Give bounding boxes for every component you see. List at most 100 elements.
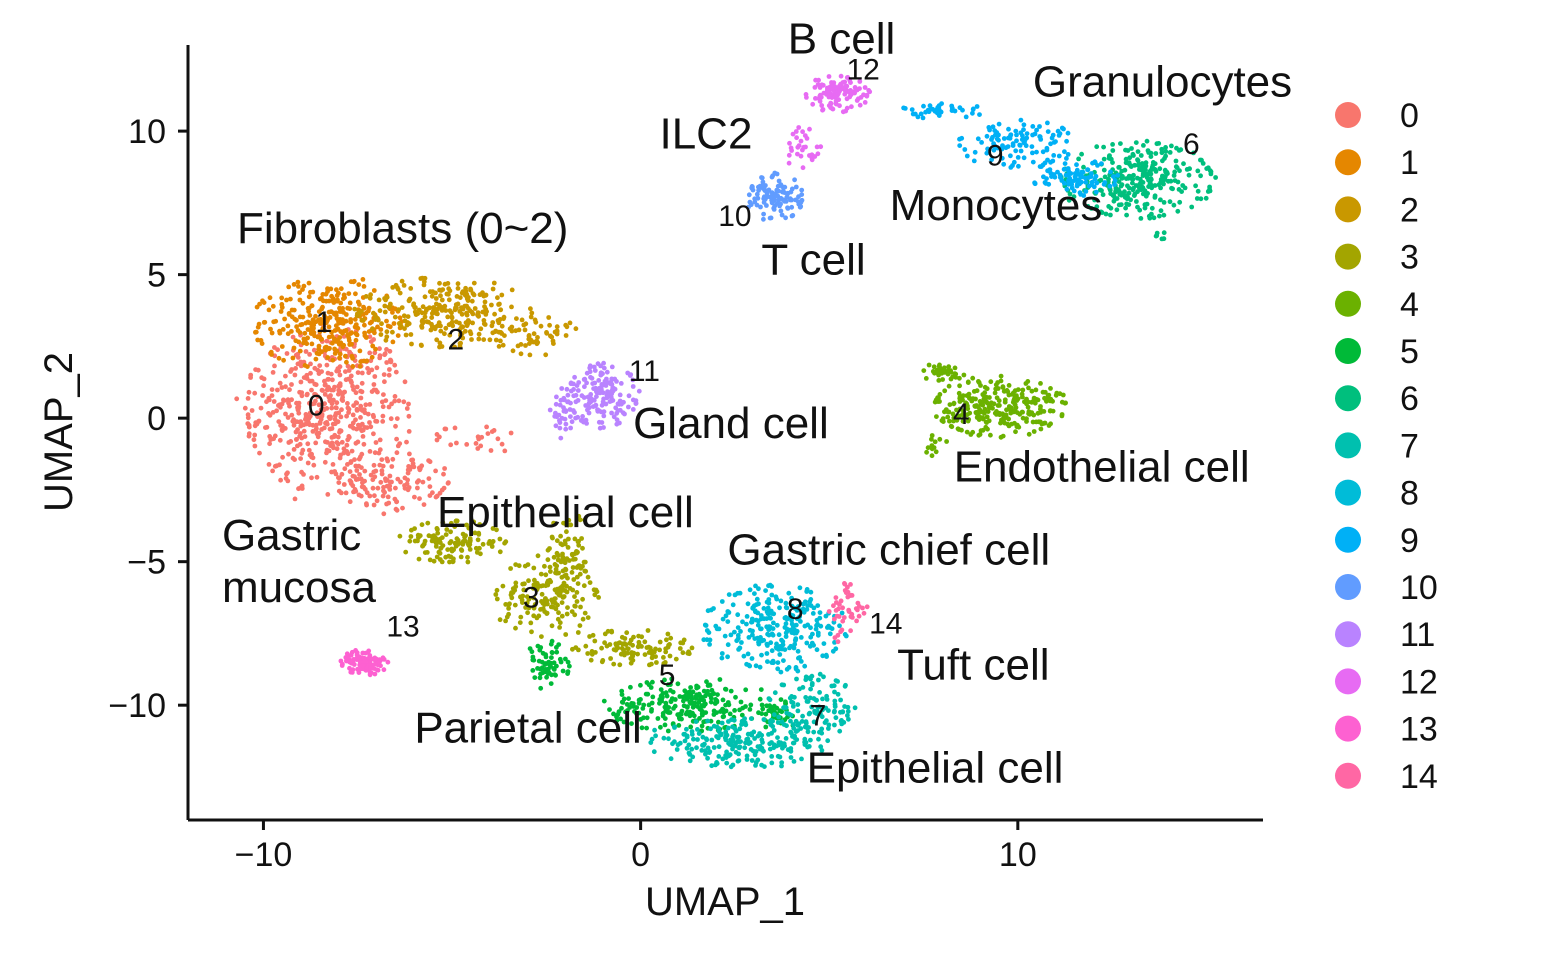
point	[864, 604, 870, 610]
point	[468, 538, 473, 543]
point	[817, 610, 823, 615]
point	[437, 287, 442, 293]
point	[569, 419, 575, 425]
point	[385, 494, 391, 500]
point	[266, 307, 272, 313]
point	[608, 380, 614, 386]
point	[483, 292, 489, 298]
point	[481, 337, 487, 342]
point	[1203, 195, 1209, 201]
point	[343, 328, 349, 333]
point	[494, 587, 500, 593]
point	[983, 424, 989, 430]
point	[398, 479, 403, 485]
point	[572, 410, 577, 415]
point	[497, 549, 503, 555]
point	[469, 337, 474, 342]
point	[1069, 182, 1075, 187]
point	[1137, 182, 1142, 188]
point	[669, 676, 675, 682]
point	[987, 127, 992, 133]
point	[586, 405, 592, 411]
point	[255, 337, 261, 343]
point	[357, 364, 363, 369]
point	[558, 397, 564, 403]
point	[666, 736, 671, 742]
point	[597, 386, 602, 391]
point	[413, 305, 418, 310]
point	[364, 665, 370, 671]
point	[404, 481, 410, 487]
point	[688, 724, 694, 730]
point	[984, 150, 990, 156]
point	[814, 623, 819, 628]
point	[735, 633, 741, 638]
point	[771, 191, 777, 197]
point	[1032, 180, 1037, 186]
legend-label: 1	[1400, 144, 1419, 182]
point	[652, 727, 657, 733]
point	[367, 350, 373, 356]
point	[360, 663, 365, 669]
point	[482, 299, 488, 305]
point	[480, 541, 486, 547]
point	[1006, 126, 1011, 132]
point	[940, 377, 945, 382]
point	[628, 684, 633, 690]
point	[305, 460, 311, 466]
cluster-number-label: 0	[308, 389, 325, 422]
point	[837, 103, 842, 109]
point	[347, 665, 352, 671]
cell-type-label: B cell	[788, 15, 896, 64]
point	[965, 406, 971, 412]
point	[420, 275, 425, 281]
point	[786, 152, 792, 158]
point	[809, 704, 815, 710]
point	[981, 396, 987, 402]
point	[325, 355, 331, 360]
point	[504, 614, 510, 620]
point	[306, 280, 312, 286]
point	[386, 372, 392, 378]
point	[567, 320, 573, 326]
point	[550, 604, 556, 610]
point	[583, 643, 589, 649]
point	[571, 577, 577, 582]
point	[372, 657, 378, 662]
point	[626, 393, 632, 399]
point	[619, 705, 624, 711]
point	[1195, 188, 1201, 194]
point	[284, 297, 289, 303]
point	[957, 143, 963, 149]
point	[391, 321, 397, 326]
point	[1179, 189, 1184, 195]
legend-swatch	[1335, 385, 1361, 412]
point	[290, 418, 296, 424]
point	[339, 439, 345, 445]
point	[473, 441, 479, 446]
point	[1149, 211, 1154, 217]
point	[1015, 155, 1021, 160]
point	[325, 492, 331, 497]
point	[295, 279, 301, 285]
point	[628, 637, 634, 643]
legend-swatch	[1335, 432, 1361, 459]
point	[390, 456, 396, 462]
point	[555, 557, 561, 563]
point	[784, 628, 790, 634]
point	[832, 698, 838, 704]
point	[1112, 182, 1117, 187]
point	[353, 440, 359, 446]
point	[957, 383, 962, 389]
point	[549, 650, 555, 656]
point	[422, 294, 428, 300]
point	[493, 592, 499, 597]
point	[775, 753, 781, 759]
point	[550, 535, 555, 541]
point	[1148, 168, 1154, 173]
point	[527, 341, 532, 346]
point	[1137, 176, 1143, 182]
point	[627, 705, 633, 710]
point	[687, 752, 693, 757]
point	[351, 278, 357, 284]
